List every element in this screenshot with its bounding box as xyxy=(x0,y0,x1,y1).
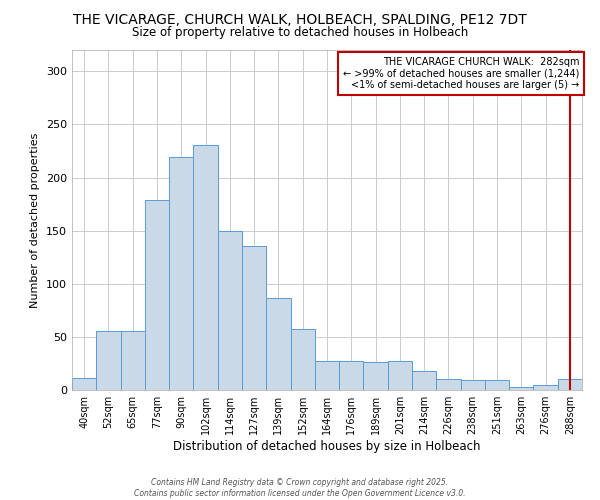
Bar xyxy=(169,158,193,390)
Bar xyxy=(96,330,121,390)
Bar xyxy=(558,380,582,390)
Bar xyxy=(412,371,436,390)
Text: THE VICARAGE, CHURCH WALK, HOLBEACH, SPALDING, PE12 7DT: THE VICARAGE, CHURCH WALK, HOLBEACH, SPA… xyxy=(73,12,527,26)
Bar xyxy=(242,246,266,390)
Bar xyxy=(533,384,558,390)
Bar xyxy=(388,362,412,390)
X-axis label: Distribution of detached houses by size in Holbeach: Distribution of detached houses by size … xyxy=(173,440,481,453)
Y-axis label: Number of detached properties: Number of detached properties xyxy=(31,132,40,308)
Bar xyxy=(436,380,461,390)
Bar xyxy=(461,380,485,390)
Bar xyxy=(266,298,290,390)
Bar xyxy=(72,378,96,390)
Bar xyxy=(315,362,339,390)
Text: Size of property relative to detached houses in Holbeach: Size of property relative to detached ho… xyxy=(132,26,468,39)
Bar xyxy=(218,230,242,390)
Bar xyxy=(290,330,315,390)
Bar xyxy=(121,330,145,390)
Bar xyxy=(339,362,364,390)
Bar xyxy=(364,362,388,390)
Bar xyxy=(145,200,169,390)
Bar xyxy=(509,387,533,390)
Bar xyxy=(485,380,509,390)
Text: THE VICARAGE CHURCH WALK:  282sqm
← >99% of detached houses are smaller (1,244)
: THE VICARAGE CHURCH WALK: 282sqm ← >99% … xyxy=(343,57,580,90)
Text: Contains HM Land Registry data © Crown copyright and database right 2025.
Contai: Contains HM Land Registry data © Crown c… xyxy=(134,478,466,498)
Bar xyxy=(193,144,218,390)
